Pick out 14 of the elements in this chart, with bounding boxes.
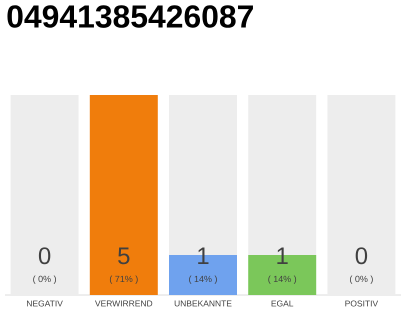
annotation: 0: [356, 247, 368, 264]
annotation: 0: [38, 247, 50, 264]
x-tick-label: NEGATIV: [27, 300, 63, 307]
annotation: ( 14% ): [189, 276, 217, 284]
annotation: ( 0% ): [350, 276, 373, 284]
x-tick-label: VERWIRREND: [94, 300, 152, 306]
annotation: ( 71% ): [110, 276, 138, 284]
x-tick-label: EGAL: [272, 300, 294, 307]
chart-title: 04941385426087: [7, 5, 253, 28]
x-tick-label: POSITIV: [345, 300, 378, 307]
annotation: 5: [118, 248, 130, 264]
annotation: ( 0% ): [33, 276, 56, 284]
annotation: ( 14% ): [268, 276, 296, 284]
x-tick-label: UNBEKANNTE: [174, 300, 232, 306]
